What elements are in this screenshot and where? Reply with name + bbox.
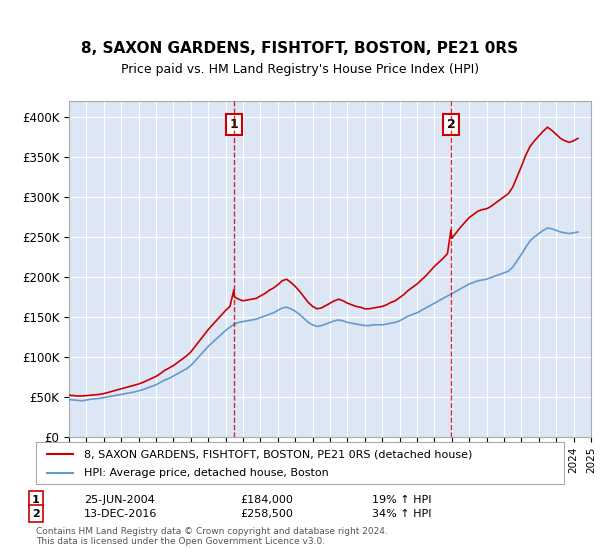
Text: 2: 2 <box>446 118 455 131</box>
Text: 8, SAXON GARDENS, FISHTOFT, BOSTON, PE21 0RS (detached house): 8, SAXON GARDENS, FISHTOFT, BOSTON, PE21… <box>83 449 472 459</box>
Text: £184,000: £184,000 <box>240 494 293 505</box>
Text: 34% ↑ HPI: 34% ↑ HPI <box>372 508 431 519</box>
Text: HPI: Average price, detached house, Boston: HPI: Average price, detached house, Bost… <box>83 468 328 478</box>
Text: 1: 1 <box>230 118 238 131</box>
Text: 2: 2 <box>32 508 40 519</box>
Text: 25-JUN-2004: 25-JUN-2004 <box>84 494 155 505</box>
Text: 13-DEC-2016: 13-DEC-2016 <box>84 508 157 519</box>
Text: Contains HM Land Registry data © Crown copyright and database right 2024.
This d: Contains HM Land Registry data © Crown c… <box>36 526 388 546</box>
Text: 8, SAXON GARDENS, FISHTOFT, BOSTON, PE21 0RS: 8, SAXON GARDENS, FISHTOFT, BOSTON, PE21… <box>82 41 518 56</box>
Text: Price paid vs. HM Land Registry's House Price Index (HPI): Price paid vs. HM Land Registry's House … <box>121 63 479 76</box>
Text: £258,500: £258,500 <box>240 508 293 519</box>
Text: 1: 1 <box>32 494 40 505</box>
Text: 19% ↑ HPI: 19% ↑ HPI <box>372 494 431 505</box>
